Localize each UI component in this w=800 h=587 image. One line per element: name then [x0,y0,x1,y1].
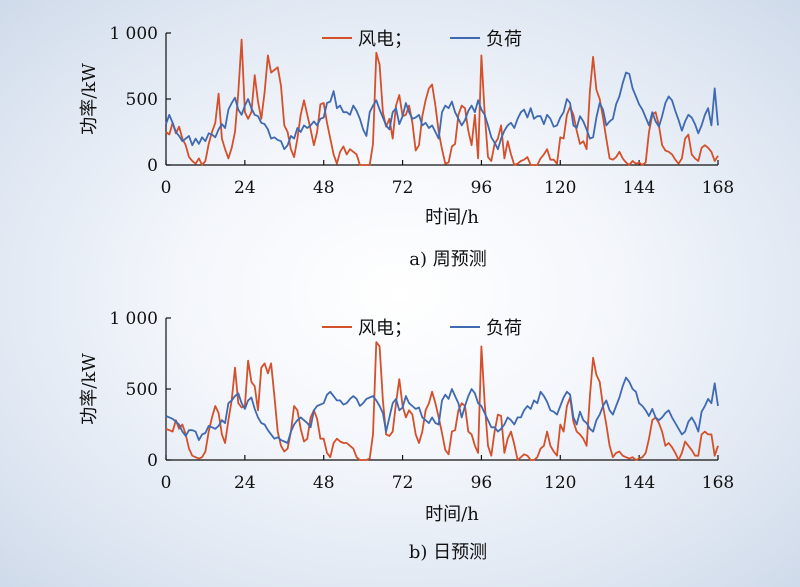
series-line-wind [165,341,719,461]
series-line-wind [165,38,719,166]
x-tick-label: 24 [234,473,256,493]
y-tick-label: 0 [147,156,158,176]
x-tick-label: 120 [544,473,576,493]
legend-label: 负荷 [486,29,522,50]
y-axis-label: 功率/kW [79,63,100,135]
x-tick-label: 120 [544,178,576,198]
x-tick-label: 0 [161,473,172,493]
x-tick-label: 96 [471,473,493,493]
legend: 风电； 负荷 [322,29,522,50]
y-tick-label: 500 [126,380,158,400]
chart-caption: b) 日预测 [409,542,487,563]
x-tick-label: 48 [313,178,335,198]
x-axis-label: 时间/h [425,207,479,228]
y-tick-label: 500 [126,90,158,110]
x-tick-label: 0 [161,178,172,198]
y-tick-label: 1 000 [109,309,158,329]
x-tick-label: 24 [234,178,256,198]
series-line-load [165,376,719,444]
legend-label: 风电； [358,318,412,339]
x-tick-label: 144 [623,473,655,493]
x-tick-label: 168 [702,473,734,493]
x-tick-label: 72 [392,473,414,493]
x-tick-label: 48 [313,473,335,493]
legend-label: 风电； [358,29,412,50]
chart-caption: a) 周预测 [409,249,486,270]
y-tick-label: 1 000 [109,24,158,44]
x-tick-label: 72 [392,178,414,198]
x-tick-label: 96 [471,178,493,198]
x-tick-label: 144 [623,178,655,198]
legend-label: 负荷 [486,318,522,339]
y-tick-label: 0 [147,451,158,471]
series-line-load [165,71,719,151]
y-axis-label: 功率/kW [79,353,100,425]
x-axis-label: 时间/h [425,504,479,525]
legend: 风电； 负荷 [322,318,522,339]
x-tick-label: 168 [702,178,734,198]
